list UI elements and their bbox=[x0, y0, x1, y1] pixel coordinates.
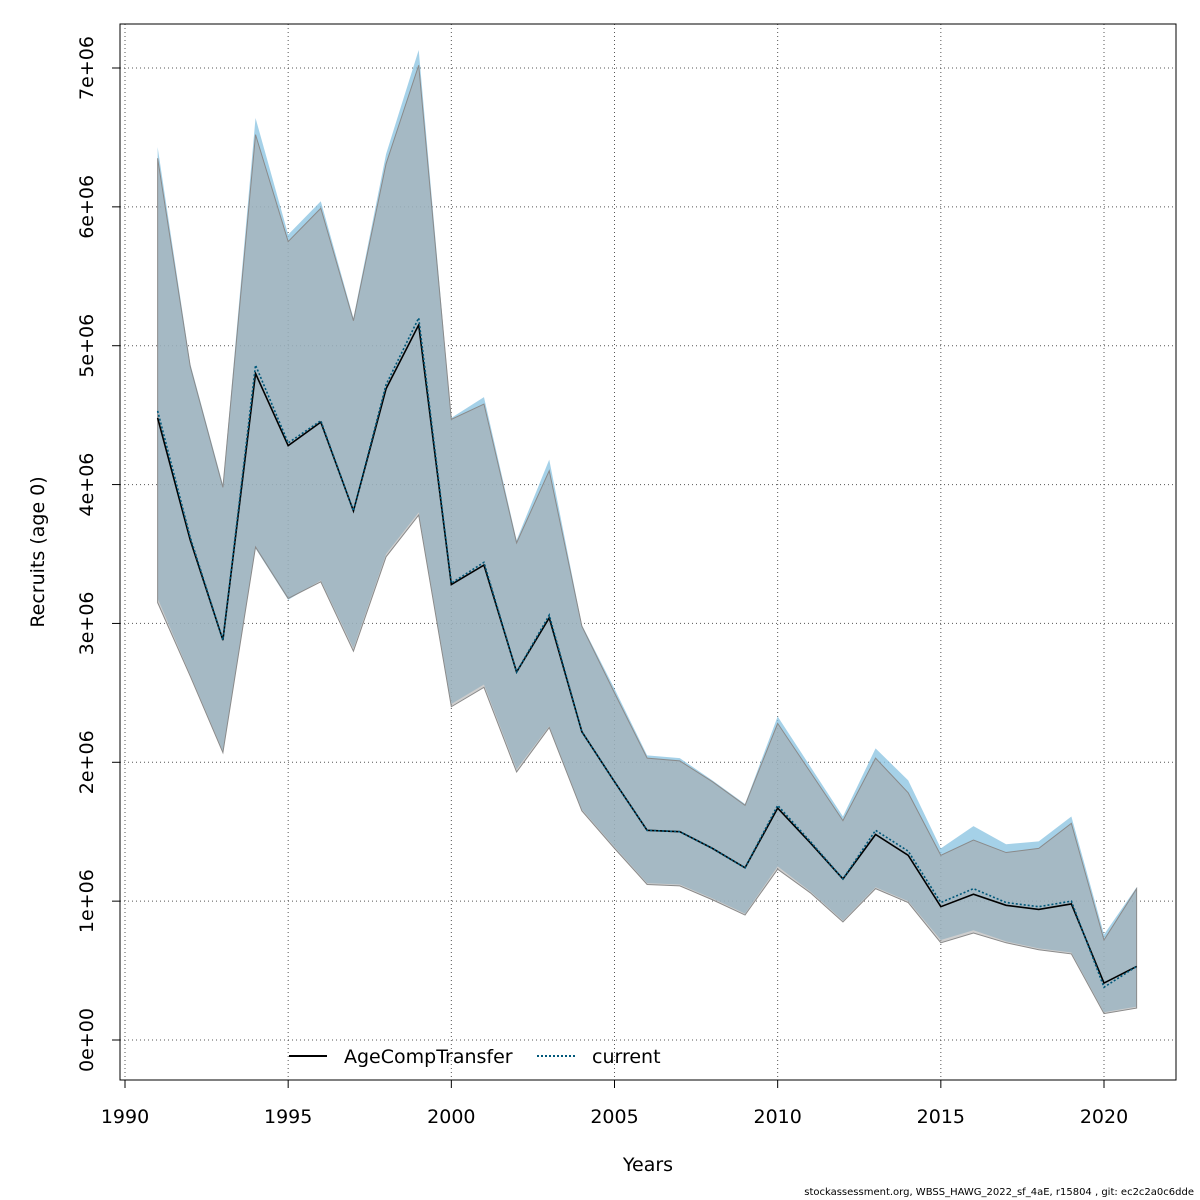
point-agecomptransfer-2019 bbox=[1071, 903, 1073, 905]
point-current-2016 bbox=[973, 888, 975, 890]
point-current-1994 bbox=[255, 364, 257, 366]
legend-label-current: current bbox=[592, 1046, 661, 1068]
point-current-1996 bbox=[320, 420, 322, 422]
point-agecomptransfer-2020 bbox=[1103, 982, 1105, 984]
point-agecomptransfer-1994 bbox=[255, 373, 257, 375]
point-current-2013 bbox=[875, 830, 877, 832]
y-tick-label-3: 3e+06 bbox=[76, 591, 98, 655]
point-current-1998 bbox=[385, 384, 387, 386]
point-current-2010 bbox=[777, 805, 779, 807]
point-agecomptransfer-2003 bbox=[548, 617, 550, 619]
point-current-2018 bbox=[1038, 906, 1040, 908]
point-current-2014 bbox=[907, 850, 909, 852]
point-agecomptransfer-2010 bbox=[777, 807, 779, 809]
point-current-1997 bbox=[353, 510, 355, 512]
point-current-2019 bbox=[1071, 900, 1073, 902]
point-current-2006 bbox=[646, 830, 648, 832]
point-current-2021 bbox=[1136, 966, 1138, 968]
point-current-2000 bbox=[451, 582, 453, 584]
point-agecomptransfer-2014 bbox=[907, 855, 909, 857]
point-current-1992 bbox=[189, 537, 191, 539]
x-tick-label-2005: 2005 bbox=[590, 1106, 638, 1128]
point-agecomptransfer-2013 bbox=[875, 834, 877, 836]
y-tick-label-6: 6e+06 bbox=[76, 175, 98, 239]
y-axis: 0e+00 1e+06 2e+06 3e+06 4e+06 5e+06 6e+06 7e+06 bbox=[76, 36, 121, 1072]
band-agecomptransfer bbox=[157, 65, 1138, 1015]
point-current-2017 bbox=[1005, 902, 1007, 904]
x-axis: 1990 1995 2000 2005 2010 2015 2020 bbox=[101, 1079, 1128, 1128]
point-agecomptransfer-1995 bbox=[287, 445, 289, 447]
footer-source-text: stockassessment.org, WBSS_HAWG_2022_sf_4… bbox=[804, 1187, 1194, 1198]
point-current-1999 bbox=[418, 317, 420, 319]
y-tick-label-7: 7e+06 bbox=[76, 36, 98, 100]
point-agecomptransfer-2016 bbox=[973, 893, 975, 895]
point-current-2009 bbox=[744, 867, 746, 869]
point-agecomptransfer-1998 bbox=[385, 388, 387, 390]
x-tick-label-2010: 2010 bbox=[753, 1106, 801, 1128]
point-agecomptransfer-1992 bbox=[189, 539, 191, 541]
y-tick-label-4: 4e+06 bbox=[76, 453, 98, 517]
point-agecomptransfer-2015 bbox=[940, 906, 942, 908]
y-axis-title: Recruits (age 0) bbox=[27, 476, 49, 627]
confidence-bands bbox=[157, 49, 1138, 1015]
point-current-2002 bbox=[516, 671, 518, 673]
y-tick-label-1: 1e+06 bbox=[76, 869, 98, 933]
point-current-2020 bbox=[1103, 986, 1105, 988]
point-current-2015 bbox=[940, 902, 942, 904]
series-lines bbox=[156, 315, 1138, 989]
point-current-2011 bbox=[810, 841, 812, 843]
point-agecomptransfer-2011 bbox=[810, 842, 812, 844]
point-current-2004 bbox=[581, 731, 583, 733]
point-agecomptransfer-1996 bbox=[320, 421, 322, 423]
y-tick-label-5: 5e+06 bbox=[76, 314, 98, 378]
x-axis-title: Years bbox=[622, 1154, 673, 1176]
point-agecomptransfer-2000 bbox=[451, 584, 453, 586]
point-agecomptransfer-2018 bbox=[1038, 909, 1040, 911]
y-tick-label-0: 0e+00 bbox=[76, 1008, 98, 1072]
x-tick-label-1995: 1995 bbox=[264, 1106, 312, 1128]
x-tick-label-2020: 2020 bbox=[1080, 1106, 1128, 1128]
legend-label-agecomptransfer: AgeCompTransfer bbox=[344, 1046, 513, 1068]
point-current-2008 bbox=[712, 848, 714, 850]
x-tick-label-2000: 2000 bbox=[427, 1106, 475, 1128]
point-agecomptransfer-2017 bbox=[1005, 905, 1007, 907]
point-current-1995 bbox=[287, 442, 289, 444]
x-tick-label-2015: 2015 bbox=[917, 1106, 965, 1128]
point-current-2003 bbox=[548, 614, 550, 616]
point-current-1993 bbox=[222, 639, 224, 641]
point-agecomptransfer-1991 bbox=[157, 417, 159, 419]
point-agecomptransfer-2001 bbox=[483, 564, 485, 566]
line-current bbox=[156, 315, 1138, 989]
y-tick-label-2: 2e+06 bbox=[76, 730, 98, 794]
point-current-2005 bbox=[614, 781, 616, 783]
legend: AgeCompTransfer current bbox=[289, 1046, 661, 1068]
x-tick-label-1990: 1990 bbox=[101, 1106, 149, 1128]
point-agecomptransfer-1999 bbox=[418, 324, 420, 326]
point-current-1991 bbox=[157, 410, 159, 412]
point-current-2001 bbox=[483, 562, 485, 564]
point-current-2007 bbox=[679, 831, 681, 833]
point-current-2012 bbox=[842, 878, 844, 880]
